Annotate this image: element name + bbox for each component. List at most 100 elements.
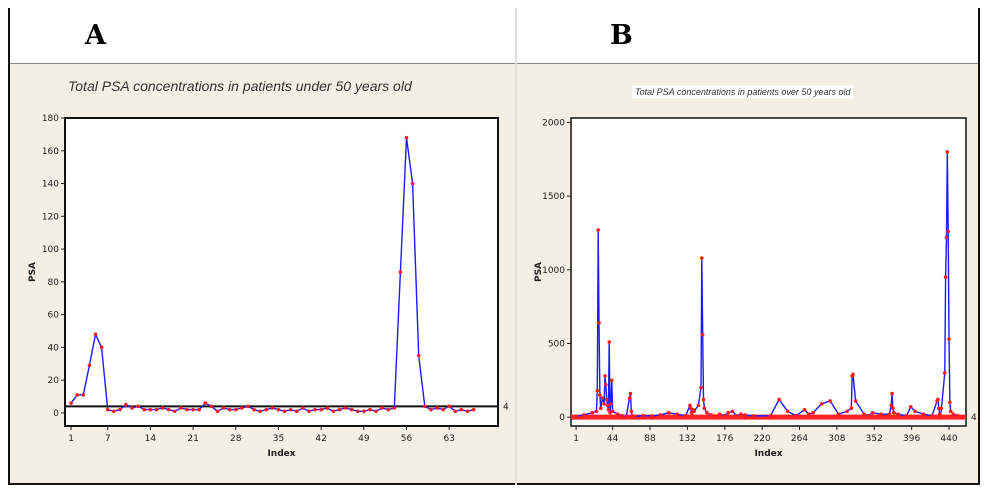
chart-a-data-point [294, 409, 299, 414]
chart-b-y-tick-label: 1500 [542, 192, 565, 202]
chart-a-data-point [118, 407, 122, 412]
chart-a-data-point [349, 407, 354, 412]
chart-b-data-point [739, 412, 743, 417]
chart-b-data-point [696, 403, 701, 408]
chart-a-data-point [215, 409, 220, 414]
chart-b-x-tick-label: 88 [644, 434, 656, 444]
chart-a-data-point [386, 407, 391, 412]
chart-b-data-point [802, 407, 807, 412]
chart-a-data-point [105, 407, 110, 412]
chart-b-data-point [849, 406, 854, 411]
chart-b-data-point [947, 337, 951, 341]
chart-a-x-tick-label: 21 [187, 434, 198, 444]
chart-b-data-point [913, 409, 917, 414]
chart-b-data-point [615, 412, 620, 417]
chart-a-data-point [410, 181, 415, 186]
chart-b-data-point [943, 275, 948, 279]
chart-a-data-point [362, 409, 366, 414]
chart-b-data-point [629, 409, 634, 414]
chart-b-data-point [730, 409, 735, 414]
chart-b-data-point [891, 410, 896, 415]
chart-a-data-point [441, 407, 445, 412]
panel-divider [515, 8, 517, 485]
chart-a-data-point [459, 407, 464, 412]
chart-b-data-point [807, 412, 811, 417]
chart-b-data-point [904, 413, 909, 418]
chart-b-data-point [595, 388, 600, 393]
chart-a: 0 20 40 60 80 100 120 140 160 180 1 7 14 21 28 35 42 49 56… [28, 114, 509, 459]
chart-a-y-tick-label: 140 [42, 180, 59, 190]
chart-a-y-tick-label: 180 [42, 114, 59, 124]
chart-a-data-point [148, 407, 153, 412]
chart-b-data-point [879, 412, 883, 417]
chart-a-data-point [307, 409, 311, 414]
chart-b-data-point [889, 403, 894, 408]
chart-b-data-point [785, 409, 790, 414]
chart-a-data-point [111, 409, 116, 414]
chart-b-data-point [717, 412, 722, 417]
chart-a-data-point [233, 407, 238, 412]
chart-b-data-point [590, 410, 595, 415]
chart-b-data-point [891, 406, 895, 411]
chart-a-data-point [429, 407, 433, 412]
chart-a-y-tick-label: 160 [42, 147, 59, 157]
chart-b-reference-label: 4 [971, 413, 977, 423]
chart-b-data-point [632, 414, 637, 419]
chart-a-y-tick-label: 20 [48, 376, 60, 386]
chart-b-data-point [955, 413, 960, 418]
chart-a-data-point [240, 406, 244, 410]
chart-b-data-point [581, 413, 586, 417]
chart-b-data-point [597, 321, 601, 325]
chart-a-data-point [435, 406, 439, 410]
chart-b-data-point [602, 402, 606, 406]
chart-a-data-point [197, 407, 201, 412]
chart-a-data-point [465, 409, 470, 414]
chart-b-x-tick-label: 308 [828, 434, 845, 444]
chart-b-data-point [939, 406, 944, 411]
chart-a-data-point [471, 407, 476, 412]
chart-a-data-point [130, 406, 134, 410]
chart-b-data-point [946, 229, 950, 234]
chart-b-data-point [751, 414, 756, 418]
chart-b-data-point [604, 397, 609, 402]
chart-a-data-point [221, 406, 226, 410]
chart-b-data-point [603, 374, 607, 378]
chart-b-data-point [666, 410, 671, 415]
chart-b-data-point [683, 413, 688, 418]
chart-a-y-tick-label: 60 [48, 311, 60, 321]
chart-a-data-point [75, 393, 79, 397]
chart-b-y-tick-label: 2000 [542, 118, 565, 128]
chart-a-data-point [355, 409, 360, 414]
chart-b-x-tick-label: 352 [866, 434, 883, 444]
chart-b-x-tick-label: 1 [573, 434, 579, 444]
chart-a-y-tick-label: 0 [53, 409, 59, 419]
chart-b-data-point [836, 412, 841, 417]
chart-b-data-point [692, 409, 696, 414]
chart-b-data-point [598, 406, 603, 411]
chart-a-data-point [93, 332, 98, 337]
chart-b-data-point [690, 413, 695, 418]
chart-b-data-point [598, 393, 602, 397]
chart-a-data-point [191, 407, 195, 412]
chart-a-data-point [185, 407, 189, 412]
chart-b-title: Total PSA concentrations in patients ove… [632, 86, 854, 98]
chart-a-reference-label: 4 [503, 402, 509, 412]
chart-b-x-tick-label: 44 [607, 434, 619, 444]
chart-a-x-tick-label: 49 [358, 434, 370, 444]
chart-a-data-point [81, 393, 86, 397]
chart-a-data-point [325, 406, 330, 410]
chart-b-data-point [700, 256, 704, 260]
chart-b-data-point [870, 410, 875, 415]
chart-b-data-point [702, 406, 707, 411]
chart-a-data-point [270, 406, 275, 410]
chart-a-data-point [276, 407, 281, 412]
chart-b-data-point [819, 402, 824, 406]
chart-a-data-point [172, 409, 177, 414]
chart-b-data-point [951, 412, 956, 417]
chart-b-data-point [701, 397, 706, 402]
chart-a-data-point [227, 407, 232, 412]
chart-a-data-point [246, 404, 250, 409]
chart-b-data-point [709, 413, 713, 417]
chart-b-data-point [887, 412, 892, 417]
chart-a-plot-area [64, 117, 499, 427]
